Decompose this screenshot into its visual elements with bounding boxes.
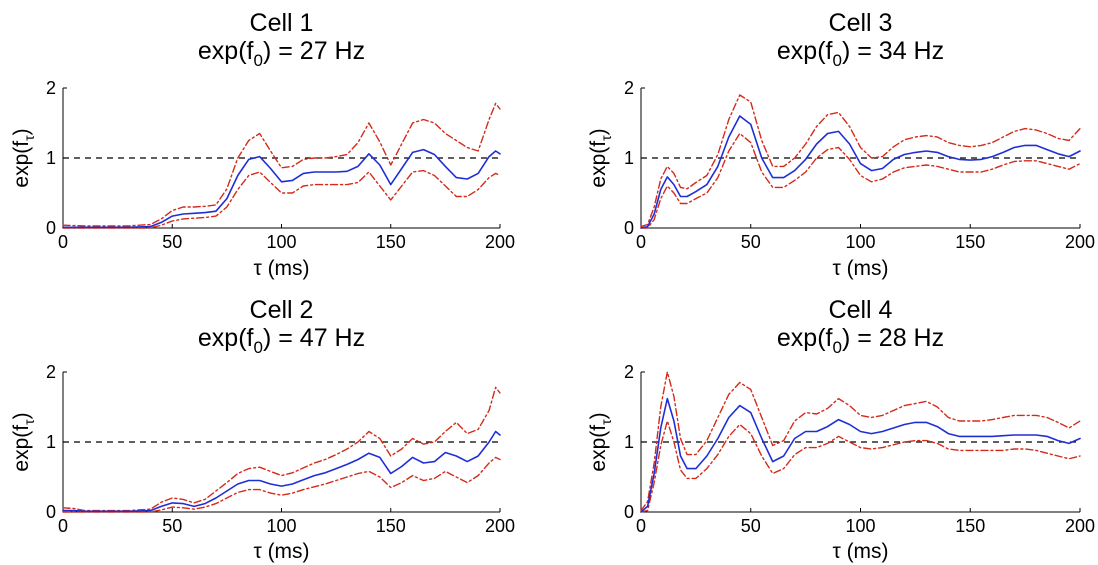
series-confidence-line — [640, 94, 1081, 228]
x-tick-label: 100 — [266, 232, 296, 252]
y-tick-label: 1 — [624, 148, 634, 168]
y-tick-label: 0 — [46, 218, 56, 238]
chart-title: Cell 4 — [829, 296, 893, 324]
chart-subtitle: exp(f0) = 34 Hz — [777, 37, 944, 70]
ylabel-subscript: τ — [598, 135, 614, 141]
y-tick-label: 2 — [624, 78, 634, 98]
series-confidence-line — [62, 456, 501, 513]
y-tick-label: 1 — [46, 148, 56, 168]
x-tick-label: 200 — [485, 232, 515, 252]
subtitle-subscript: 0 — [254, 51, 263, 70]
series-confidence-line — [62, 169, 501, 229]
y-tick-label: 0 — [624, 218, 634, 238]
chart-title: Cell 1 — [250, 9, 314, 37]
x-tick-label: 50 — [741, 232, 761, 252]
x-tick-label: 50 — [162, 232, 182, 252]
y-tick-label: 1 — [624, 432, 634, 452]
subtitle-prefix: exp(f — [198, 37, 254, 65]
series-confidence-line — [640, 371, 1081, 512]
subtitle-suffix: ) = 47 Hz — [263, 324, 365, 352]
ylabel-prefix: exp(f — [587, 141, 610, 188]
chart-subtitle: exp(f0) = 27 Hz — [198, 37, 365, 70]
x-tick-label: 200 — [1065, 516, 1095, 536]
x-axis-label: τ (ms) — [253, 257, 309, 280]
y-tick-label: 1 — [46, 432, 56, 452]
series-mean-line — [640, 397, 1081, 513]
x-tick-label: 50 — [162, 516, 182, 536]
x-tick-label: 50 — [741, 516, 761, 536]
x-axis-label: τ (ms) — [253, 540, 309, 563]
chart-subtitle: exp(f0) = 47 Hz — [198, 324, 365, 357]
ylabel-suffix: ) — [10, 412, 33, 419]
y-axis-label: exp(fτ) — [587, 412, 614, 471]
x-tick-label: 200 — [485, 516, 515, 536]
subtitle-subscript: 0 — [254, 338, 263, 357]
chart-subtitle: exp(f0) = 28 Hz — [777, 324, 944, 357]
x-axis-label: τ (ms) — [832, 257, 888, 280]
y-tick-label: 2 — [624, 362, 634, 382]
x-tick-label: 150 — [376, 232, 406, 252]
subtitle-prefix: exp(f — [777, 324, 833, 352]
subtitle-suffix: ) = 27 Hz — [263, 37, 365, 65]
series-confidence-line — [62, 102, 501, 227]
ylabel-suffix: ) — [587, 128, 610, 135]
x-tick-label: 150 — [955, 232, 985, 252]
series-confidence-line — [62, 386, 501, 512]
y-tick-label: 2 — [46, 78, 56, 98]
y-axis-label: exp(fτ) — [10, 128, 37, 187]
chart-title: Cell 3 — [829, 9, 893, 37]
ylabel-suffix: ) — [587, 412, 610, 419]
x-tick-label: 0 — [58, 516, 68, 536]
x-tick-label: 0 — [636, 516, 646, 536]
series-confidence-line — [640, 420, 1081, 513]
ylabel-prefix: exp(f — [10, 425, 33, 472]
x-tick-label: 150 — [955, 516, 985, 536]
ylabel-subscript: τ — [598, 419, 614, 425]
y-tick-label: 0 — [46, 502, 56, 522]
subtitle-suffix: ) = 34 Hz — [842, 37, 944, 65]
x-tick-label: 100 — [266, 516, 296, 536]
ylabel-suffix: ) — [10, 128, 33, 135]
subtitle-prefix: exp(f — [198, 324, 254, 352]
ylabel-prefix: exp(f — [587, 425, 610, 472]
x-tick-label: 200 — [1065, 232, 1095, 252]
y-tick-label: 0 — [624, 502, 634, 522]
ylabel-subscript: τ — [21, 419, 37, 425]
x-tick-label: 100 — [845, 232, 875, 252]
x-tick-label: 100 — [845, 516, 875, 536]
series-mean-line — [640, 115, 1081, 229]
x-axis-label: τ (ms) — [832, 540, 888, 563]
y-tick-label: 2 — [46, 362, 56, 382]
series-mean-line — [62, 148, 501, 229]
subtitle-suffix: ) = 28 Hz — [842, 324, 944, 352]
series-confidence-line — [640, 132, 1081, 229]
x-tick-label: 150 — [376, 516, 406, 536]
ylabel-subscript: τ — [21, 135, 37, 141]
y-axis-label: exp(fτ) — [587, 128, 614, 187]
subtitle-subscript: 0 — [833, 338, 842, 357]
x-tick-label: 0 — [58, 232, 68, 252]
x-tick-label: 0 — [636, 232, 646, 252]
subtitle-prefix: exp(f — [777, 37, 833, 65]
ylabel-prefix: exp(f — [10, 141, 33, 188]
subtitle-subscript: 0 — [833, 51, 842, 70]
series-mean-line — [62, 430, 501, 513]
chart-title: Cell 2 — [250, 296, 314, 324]
y-axis-label: exp(fτ) — [10, 412, 37, 471]
